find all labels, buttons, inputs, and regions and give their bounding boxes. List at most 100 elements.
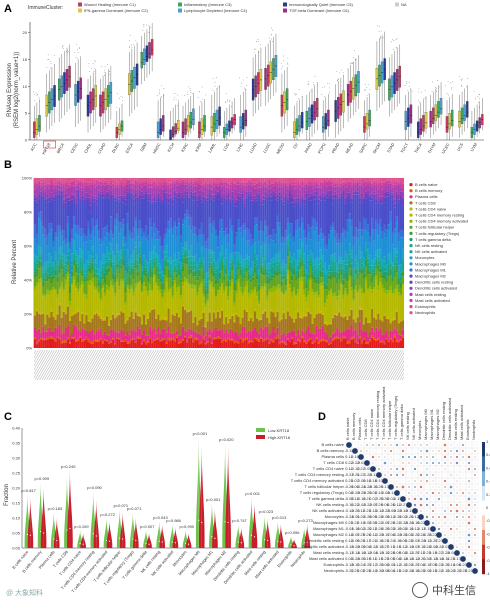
segment-17 (334, 191, 336, 194)
segment-9 (388, 270, 390, 272)
segment-8 (106, 268, 108, 275)
segment-12 (336, 263, 338, 269)
segment-15 (344, 203, 346, 230)
segment-11 (250, 273, 252, 275)
segment-12 (147, 263, 149, 271)
segment-20 (312, 182, 314, 184)
segment-14 (340, 234, 342, 243)
segment-3 (61, 318, 63, 334)
segment-15 (172, 205, 174, 228)
segment-10 (272, 267, 274, 274)
segment-14 (75, 225, 77, 233)
segment-5 (254, 290, 256, 310)
segment-9 (342, 278, 344, 280)
segment-14 (386, 229, 388, 237)
segment-12 (346, 255, 348, 265)
segment-8 (291, 276, 293, 281)
sample-bar (124, 178, 126, 348)
segment-7 (192, 277, 194, 285)
segment-10 (44, 273, 46, 278)
segment-9 (379, 267, 381, 269)
outlier-point (201, 102, 202, 103)
segment-7 (260, 274, 262, 286)
segment-11 (145, 265, 147, 267)
segment-7 (190, 273, 192, 284)
segment-21 (122, 178, 124, 183)
segment-1 (174, 340, 176, 342)
segment-3 (69, 321, 71, 337)
segment-10 (135, 252, 137, 260)
segment-0 (164, 339, 166, 348)
segment-10 (287, 244, 289, 248)
panel-a-boxplot: ImmuneCluster: Wound Healing (Immune C1)… (7, 2, 484, 155)
segment-4 (346, 319, 348, 320)
segment-18 (260, 188, 262, 198)
segment-15 (129, 196, 131, 231)
segment-16 (36, 200, 38, 202)
segment-11 (375, 256, 377, 259)
segment-2 (129, 335, 131, 342)
segment-9 (63, 273, 65, 275)
segment-5 (312, 292, 314, 322)
box (311, 105, 313, 124)
outlier-point (117, 93, 118, 94)
segment-4 (342, 315, 344, 317)
segment-14 (383, 225, 385, 234)
segment-20 (318, 183, 320, 185)
segment-14 (186, 209, 188, 217)
outlier-point (283, 60, 284, 61)
category-CESC: CESC (69, 44, 82, 154)
segment-16 (137, 198, 139, 202)
segment-12 (357, 262, 359, 270)
legend-entry: T cells regulatory (Tregs) (415, 231, 460, 236)
segment-1 (141, 343, 143, 344)
segment-7 (38, 268, 40, 279)
segment-12 (102, 255, 104, 264)
segment-2 (301, 330, 303, 336)
outlier-point (432, 91, 433, 92)
sample-bar (102, 178, 104, 348)
segment-9 (283, 274, 285, 275)
segment-19 (63, 185, 65, 190)
segment-20 (371, 183, 373, 184)
segment-7 (106, 276, 108, 285)
segment-3 (260, 320, 262, 328)
segment-13 (118, 233, 120, 251)
segment-8 (110, 262, 112, 268)
segment-14 (229, 218, 231, 228)
segment-0 (92, 344, 94, 348)
segment-3 (203, 313, 205, 327)
box (216, 110, 218, 129)
segment-17 (246, 192, 248, 196)
category-THYM: THYM (427, 80, 442, 154)
segment-11 (320, 259, 322, 264)
outlier-point (272, 41, 273, 42)
segment-15 (38, 199, 40, 213)
segment-9 (281, 280, 283, 281)
segment-5 (190, 289, 192, 309)
segment-5 (326, 300, 328, 323)
segment-13 (275, 244, 277, 254)
segment-15 (305, 199, 307, 238)
segment-14 (59, 225, 61, 231)
segment-19 (293, 184, 295, 189)
segment-13 (194, 235, 196, 256)
sample-bar (227, 178, 229, 348)
segment-19 (365, 182, 367, 186)
segment-3 (272, 313, 274, 327)
segment-5 (59, 290, 61, 304)
segment-6 (147, 291, 149, 296)
sample-bar (55, 178, 57, 348)
segment-13 (40, 221, 42, 248)
segment-11 (235, 262, 237, 266)
segment-12 (287, 236, 289, 241)
segment-9 (143, 268, 145, 270)
segment-19 (242, 183, 244, 185)
segment-9 (312, 271, 314, 273)
segment-18 (256, 188, 258, 193)
sample-bar (184, 178, 186, 348)
segment-10 (34, 266, 36, 271)
segment-10 (207, 281, 209, 287)
segment-6 (71, 284, 73, 286)
segment-4 (336, 313, 338, 315)
